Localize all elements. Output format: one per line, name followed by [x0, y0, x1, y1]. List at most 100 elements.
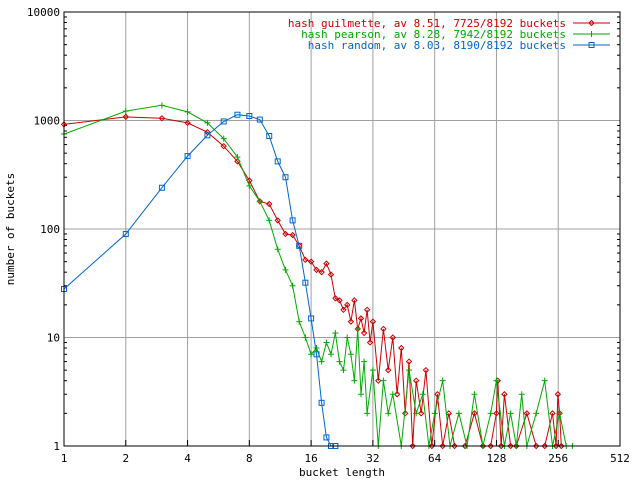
legend-marker	[588, 31, 595, 37]
grid-lines	[63, 12, 621, 446]
data-point	[518, 391, 525, 398]
data-point	[282, 230, 289, 238]
data-point	[439, 442, 446, 450]
data-point	[323, 339, 330, 346]
data-point	[363, 306, 371, 314]
data-point	[445, 410, 453, 417]
data-point	[340, 367, 347, 374]
series-2	[61, 111, 339, 449]
data-point	[318, 399, 325, 406]
data-point	[541, 442, 548, 450]
data-point	[419, 391, 426, 398]
x-tick-label: 128	[487, 452, 507, 465]
data-point	[389, 334, 396, 341]
data-point	[351, 297, 358, 304]
data-point	[455, 410, 462, 417]
data-point	[340, 306, 347, 314]
data-point	[487, 410, 494, 417]
data-point	[405, 358, 413, 365]
data-point	[204, 132, 211, 139]
data-point	[318, 268, 325, 276]
data-point	[122, 108, 129, 115]
data-point	[507, 410, 514, 417]
series-line	[63, 116, 562, 447]
y-tick-label: 10000	[27, 6, 60, 19]
legend: hash guilmette, av 8.51, 7725/8192 bucke…	[288, 17, 610, 52]
legend-label: hash guilmette, av 8.51, 7725/8192 bucke…	[288, 17, 566, 30]
legend-marker	[588, 42, 595, 48]
data-point	[402, 410, 409, 417]
data-point	[412, 377, 420, 384]
data-point	[354, 325, 361, 332]
data-point	[428, 442, 436, 450]
data-point	[220, 118, 227, 125]
y-tick-labels: 1 10 100 1000 10000	[27, 6, 60, 453]
data-point	[487, 442, 494, 450]
data-point	[246, 113, 253, 120]
data-point	[380, 325, 387, 333]
data-point	[471, 410, 478, 417]
data-point	[289, 231, 296, 239]
series-line	[63, 104, 573, 447]
data-point	[282, 266, 289, 273]
x-tick-label: 64	[428, 452, 442, 465]
data-point	[375, 377, 382, 384]
data-point	[552, 442, 560, 450]
data-point	[369, 367, 376, 374]
legend-marker	[588, 19, 595, 27]
legend-label: hash random, av 8.03, 8190/8192 buckets	[308, 39, 566, 52]
data-point	[357, 315, 365, 322]
data-point	[344, 301, 351, 309]
data-point	[327, 271, 335, 278]
data-point	[439, 377, 446, 384]
y-tick-label: 100	[40, 223, 60, 236]
data-point	[302, 256, 309, 264]
data-point	[406, 367, 413, 374]
data-point	[389, 391, 396, 398]
data-point	[323, 434, 330, 441]
data-point	[313, 351, 320, 358]
data-point	[184, 153, 191, 160]
data-point	[347, 351, 354, 358]
data-point	[307, 258, 315, 265]
data-point	[313, 266, 320, 274]
series-line	[63, 114, 336, 447]
data-point	[282, 174, 289, 181]
data-point	[364, 410, 371, 417]
data-point	[122, 113, 129, 121]
data-point	[398, 344, 405, 352]
data-point	[256, 198, 263, 205]
data-point	[234, 111, 241, 118]
data-point	[385, 410, 392, 417]
data-point	[344, 334, 351, 341]
series-1	[61, 102, 576, 449]
data-point	[369, 318, 377, 325]
data-point	[409, 442, 416, 450]
data-point	[266, 200, 273, 208]
data-point	[497, 442, 505, 450]
y-axis-label: number of buckets	[4, 173, 17, 286]
y-tick-label: 10	[47, 332, 60, 345]
data-point	[274, 217, 281, 224]
data-point	[266, 132, 273, 139]
data-point	[302, 279, 309, 286]
data-point	[332, 330, 339, 337]
data-point	[549, 410, 556, 417]
data-point	[533, 442, 540, 450]
data-point	[266, 217, 273, 224]
data-point	[122, 230, 129, 237]
data-point	[336, 358, 343, 365]
data-point	[451, 442, 458, 450]
data-point	[256, 116, 263, 123]
data-point	[523, 410, 531, 417]
data-point	[289, 282, 296, 289]
data-point	[351, 377, 358, 384]
data-point	[318, 358, 325, 365]
data-point	[327, 351, 334, 358]
data-point	[554, 391, 562, 398]
data-point	[323, 260, 330, 267]
series-layer	[60, 102, 576, 450]
data-point	[220, 142, 227, 150]
data-point	[220, 135, 227, 142]
